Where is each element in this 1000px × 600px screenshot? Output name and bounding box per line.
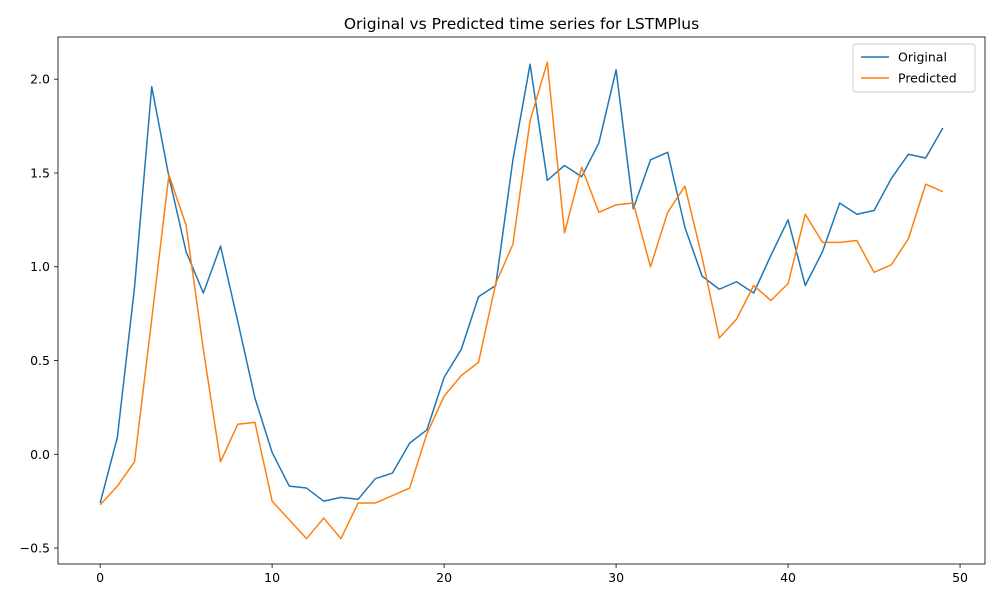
x-tick-label: 40 — [780, 570, 796, 585]
x-tick-label: 10 — [264, 570, 280, 585]
x-tick-label: 20 — [436, 570, 452, 585]
series-line-predicted — [99, 61, 944, 540]
x-tick-label: 50 — [952, 570, 968, 585]
legend: Original Predicted — [852, 43, 976, 93]
legend-box — [852, 43, 976, 93]
y-tick-label: 0.0 — [30, 447, 50, 462]
series-layer — [99, 61, 944, 540]
series-line-original — [99, 63, 944, 504]
y-tick-label: 2.0 — [30, 72, 50, 87]
y-tick-label: 1.0 — [30, 259, 50, 274]
chart-title: Original vs Predicted time series for LS… — [344, 15, 699, 33]
y-tick-label: −0.5 — [20, 541, 50, 556]
y-axis: −0.5 0.0 0.5 1.0 1.5 2.0 — [20, 72, 58, 556]
plot-area — [57, 36, 986, 565]
legend-label-predicted: Predicted — [898, 71, 957, 86]
x-axis: 0 10 20 30 40 50 — [96, 564, 968, 585]
x-tick-label: 30 — [608, 570, 624, 585]
legend-label-original: Original — [898, 50, 947, 65]
y-tick-label: 1.5 — [30, 165, 50, 180]
y-tick-label: 0.5 — [30, 353, 50, 368]
x-tick-label: 0 — [96, 570, 104, 585]
